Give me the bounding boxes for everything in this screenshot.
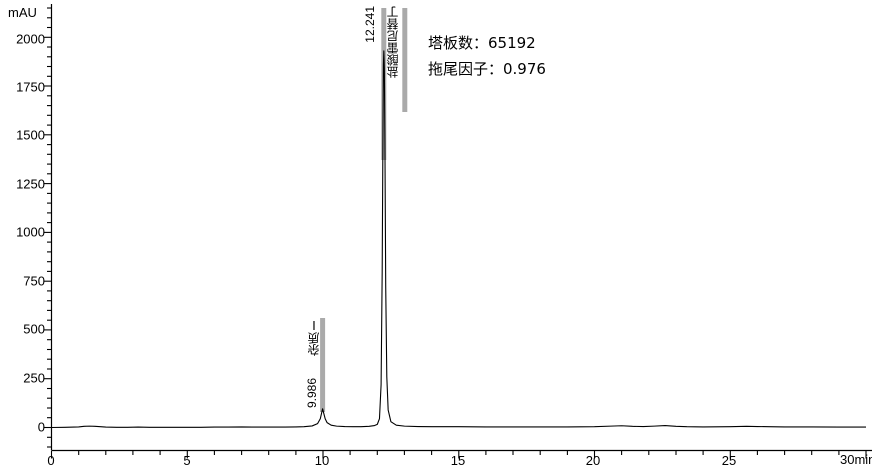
y-tick-label-2000: 2000 bbox=[16, 31, 45, 47]
y-tick-label-1250: 1250 bbox=[16, 176, 45, 192]
y-axis-unit-label: mAU bbox=[8, 5, 37, 20]
y-tick-label-1500: 1500 bbox=[16, 127, 45, 143]
y-tick-label-1750: 1750 bbox=[16, 79, 45, 95]
x-tick-label-10: 10 bbox=[314, 453, 330, 468]
chromatogram-trace bbox=[51, 50, 866, 429]
y-tick-label-500: 500 bbox=[23, 321, 45, 337]
x-tick-label-5: 5 bbox=[183, 453, 191, 468]
x-tick-label-25: 25 bbox=[721, 453, 737, 468]
system-suitability-results: 塔板数：65192 拖尾因子：0.976 bbox=[428, 30, 546, 82]
x-axis-unit-label: 30min bbox=[840, 452, 872, 467]
x-tick-label-0: 0 bbox=[47, 453, 55, 468]
tailing-factor-result: 拖尾因子：0.976 bbox=[428, 60, 546, 78]
y-tick-label-1000: 1000 bbox=[16, 224, 45, 240]
axis-lines bbox=[50, 4, 872, 452]
theoretical-plates-result: 塔板数：65192 bbox=[428, 34, 536, 52]
annotation-leader-lines bbox=[320, 8, 408, 412]
y-axis-ticks bbox=[43, 7, 52, 448]
x-tick-label-20: 20 bbox=[585, 453, 601, 468]
x-tick-label-15: 15 bbox=[450, 453, 466, 468]
y-tick-label-250: 250 bbox=[23, 370, 45, 386]
x-axis-ticks bbox=[50, 450, 867, 459]
y-tick-label-0: 0 bbox=[37, 419, 45, 435]
y-tick-label-750: 750 bbox=[23, 273, 45, 289]
